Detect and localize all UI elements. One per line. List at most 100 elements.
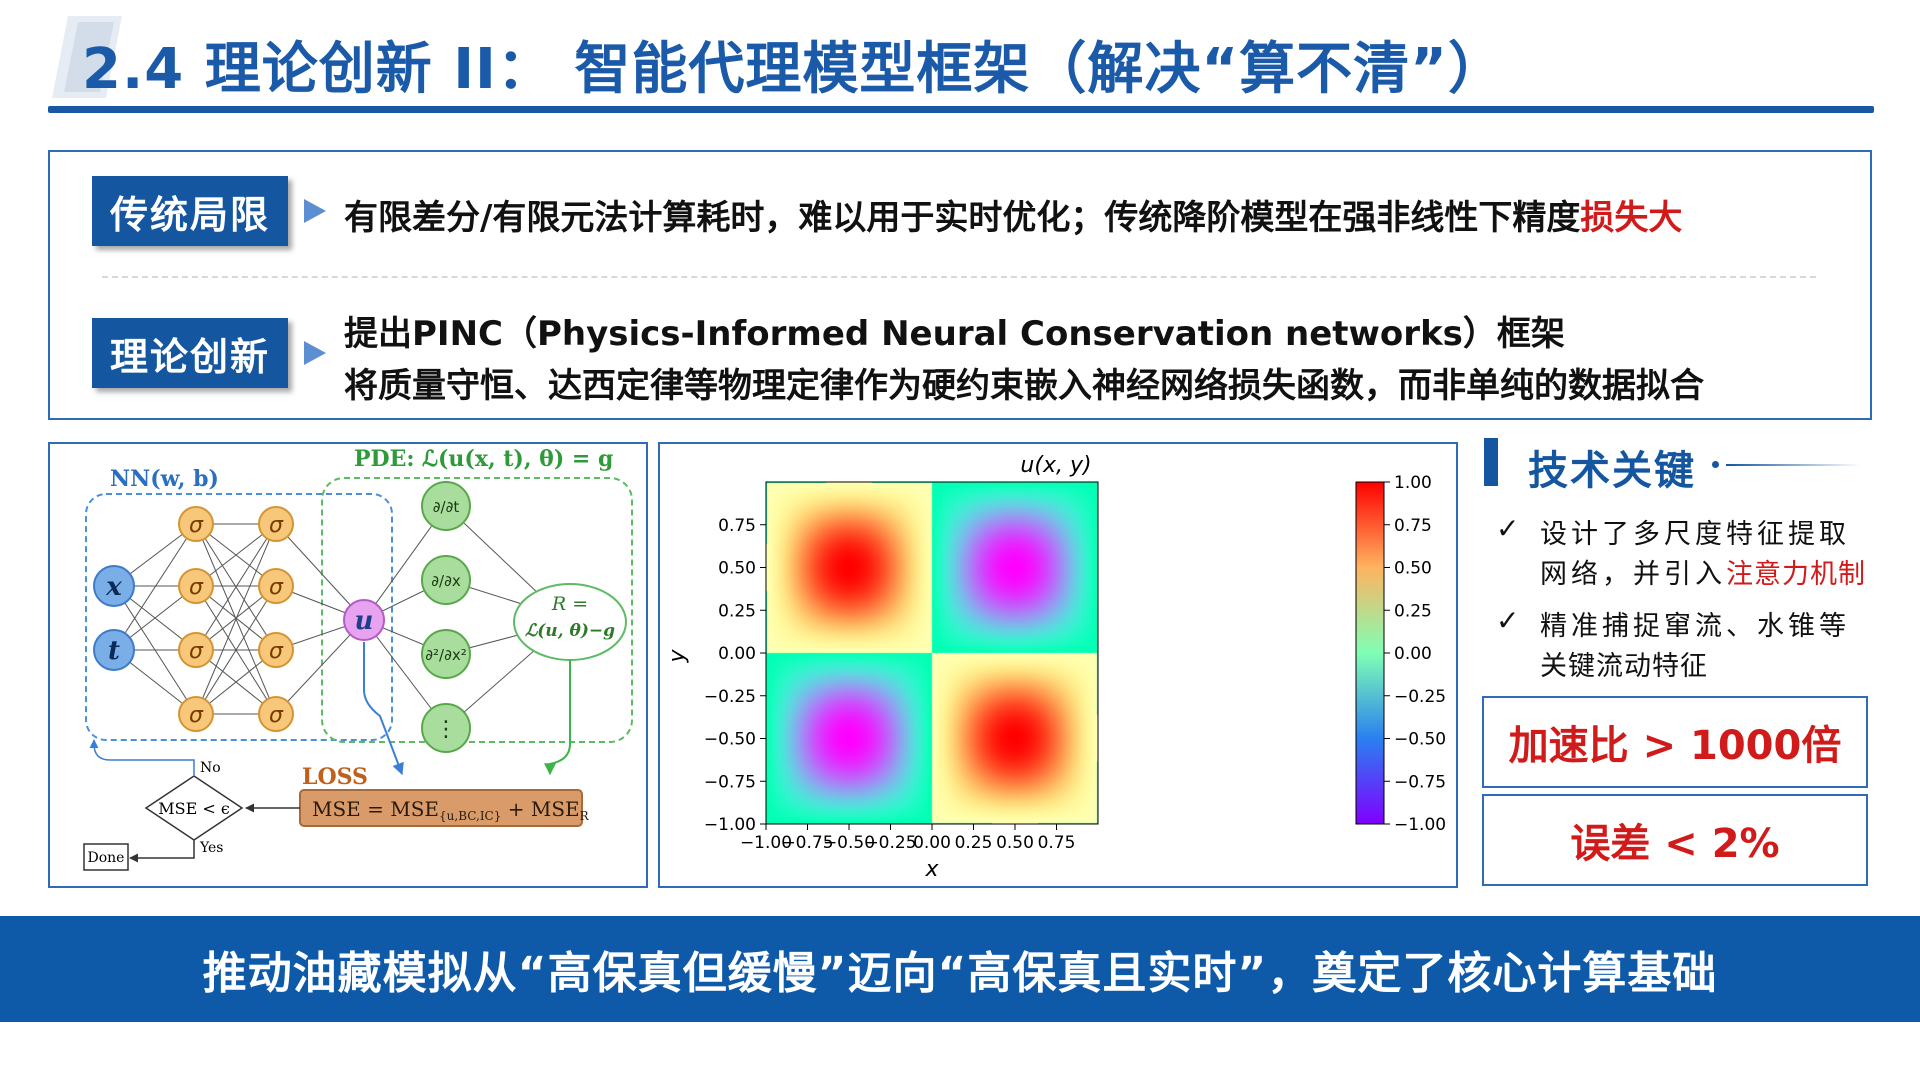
title-decoration — [52, 16, 122, 98]
speedup-metric: 加速比 > 1000倍 — [1482, 696, 1868, 788]
loss-label: LOSS — [302, 764, 368, 790]
x-axis-label: x — [924, 857, 939, 882]
u-to-loss-arrow — [363, 642, 404, 776]
limitations-main-text: 有限差分/有限元法计算耗时，难以用于实时优化；传统降阶模型在强非线性下精度 — [344, 198, 1581, 238]
activation-label: σ — [269, 703, 284, 728]
tech-key-1-emphasis: 注意力机制 — [1726, 559, 1866, 590]
input-node-t — [93, 629, 135, 671]
pde-label: PDE: ℒ(u(x, t), θ) = g — [354, 446, 613, 472]
x-tick-label: 0.00 — [913, 833, 951, 853]
info-box: 传统局限 有限差分/有限元法计算耗时，难以用于实时优化；传统降阶模型在强非线性下… — [48, 150, 1872, 420]
check-icon: ✓ — [1496, 604, 1520, 637]
x-tick-label: −1.00 — [740, 833, 792, 853]
colorbar-tick-label: −0.75 — [1394, 772, 1446, 792]
derivative-nodes — [421, 481, 471, 753]
x-axis: −1.00−0.75−0.50−0.250.00 0.25 0.50 0.75 — [740, 824, 1075, 853]
activation-label: σ — [269, 639, 284, 664]
loss-formula-sub-1: {u,BC,IC} — [439, 809, 501, 823]
innovation-line-2: 将质量守恒、达西定律等物理定律作为硬约束嵌入神经网络损失函数，而非单纯的数据拟合 — [344, 366, 1704, 406]
colorbar-tick-label: −1.00 — [1394, 815, 1446, 835]
tech-keys-accent-bar — [1484, 438, 1498, 486]
pinn-diagram-panel: NN(w, b) PDE: ℒ(u(x, t), θ) = g x t σ σ — [48, 442, 648, 888]
page-title: 2.4 理论创新 II： 智能代理模型框架（解决“算不清”） — [82, 37, 1505, 102]
dashed-divider — [102, 276, 1816, 278]
heatmap-chart: u(x, y) −1.00−0.75−0.50−0.250.00 0.25 0.50… — [665, 453, 1446, 882]
limitations-text: 有限差分/有限元法计算耗时，难以用于实时优化；传统降阶模型在强非线性下精度损失大 — [344, 190, 1682, 239]
x-tick-label: 0.75 — [1038, 833, 1076, 853]
derivative-x-label: ∂/∂x — [431, 572, 461, 590]
derivative-xx-label: ∂²/∂x² — [425, 646, 466, 664]
loss-formula-base: MSE = MSE — [312, 797, 439, 821]
colorbar — [1355, 481, 1385, 825]
x-tick-label: −0.75 — [781, 833, 833, 853]
loss-formula: MSE = MSE{u,BC,IC} + MSER — [312, 797, 590, 823]
colorbar-tick-label: 0.00 — [1394, 644, 1432, 664]
no-label: No — [200, 760, 221, 776]
activation-label: σ — [189, 639, 204, 664]
output-node-u — [343, 599, 385, 641]
colorbar-tick-label: 1.00 — [1394, 473, 1432, 493]
activation-label: σ — [269, 575, 284, 600]
x-tick-label: −0.25 — [864, 833, 916, 853]
chart-title: u(x, y) — [1020, 453, 1091, 478]
residual-to-loss-arrow — [544, 660, 571, 776]
activation-label: σ — [269, 513, 284, 538]
limitations-tag: 传统局限 — [92, 176, 288, 246]
loss-formula-sub-2: R — [580, 809, 590, 823]
input-t-label: t — [108, 636, 120, 666]
input-x-label: x — [105, 572, 122, 602]
residual-line-2: ℒ(u, θ)−g — [525, 621, 615, 641]
yes-arrow — [129, 840, 195, 863]
limitations-arrow-icon — [304, 199, 326, 223]
activation-label: σ — [189, 575, 204, 600]
derivative-more-label: ⋮ — [435, 717, 457, 742]
heatmap-panel: u(x, y) −1.00 −0.75 −0.50 −0.25 0.00 0.25 0.50… — [658, 442, 1458, 888]
tech-key-1-line-1: 设计了多尺度特征提取 — [1540, 519, 1850, 550]
colorbar-tick-label: −0.50 — [1394, 730, 1446, 750]
innovation-arrow-icon — [304, 341, 326, 365]
derivative-t-label: ∂/∂t — [433, 498, 460, 516]
y-tick-label: 0.50 — [718, 559, 756, 579]
x-tick-label: 0.25 — [955, 833, 993, 853]
y-axis: 0.75 0.50 0.25 0.00 −0.25 −0.50 −0.75 −1.00 — [704, 516, 766, 835]
innovation-line-1: 提出PINC（Physics-Informed Neural Conservat… — [344, 314, 1565, 354]
y-axis-label: y — [665, 649, 690, 664]
pde-group-box — [321, 477, 633, 743]
tech-key-1-line-2: 网络，并引入注意力机制 — [1540, 552, 1866, 591]
tech-keys-title: 技术关键 — [1528, 448, 1696, 494]
check-icon: ✓ — [1496, 512, 1520, 545]
error-metric: 误差 < 2% — [1482, 794, 1868, 886]
footer-banner: 推动油藏模拟从“高保真但缓慢”迈向“高保真且实时”，奠定了核心计算基础 — [0, 916, 1920, 1022]
limitations-emphasis: 损失大 — [1580, 198, 1683, 238]
innovation-tag: 理论创新 — [92, 318, 288, 388]
decision-diamond — [144, 775, 244, 841]
no-loop-arrow — [89, 739, 195, 776]
tech-keys-rule — [1726, 464, 1860, 466]
loss-formula-plus: + MSE — [501, 797, 579, 821]
tech-keys-dot-icon — [1712, 461, 1719, 468]
activation-label: σ — [189, 513, 204, 538]
y-tick-label: 0.00 — [718, 644, 756, 664]
heatmap-plot-area — [766, 482, 1098, 824]
hidden-nodes — [178, 506, 294, 732]
yes-label: Yes — [199, 840, 224, 856]
nn-group-box — [85, 493, 393, 741]
nn-connections — [113, 505, 561, 729]
output-u-label: u — [355, 606, 374, 636]
x-tick-label: 0.50 — [996, 833, 1034, 853]
title-underline — [48, 106, 1874, 113]
residual-line-1: R = — [551, 593, 588, 615]
tech-key-2-line-1: 精准捕捉窜流、水锥等 — [1540, 611, 1850, 642]
y-tick-label: −1.00 — [704, 815, 756, 835]
tech-key-1-plain: 网络，并引入 — [1540, 559, 1726, 590]
decision-label: MSE < ϵ — [158, 799, 230, 818]
colorbar-tick-label: 0.25 — [1394, 601, 1432, 621]
y-tick-label: −0.75 — [704, 772, 756, 792]
colorbar-tick-label: 0.75 — [1394, 516, 1432, 536]
x-tick-label: −0.50 — [823, 833, 875, 853]
y-tick-label: 0.75 — [718, 516, 756, 536]
y-tick-label: 0.25 — [718, 601, 756, 621]
pinn-diagram: NN(w, b) PDE: ℒ(u(x, t), θ) = g x t σ σ — [83, 446, 633, 871]
colorbar-axis: 1.00 0.75 0.50 0.25 0.00 −0.25 −0.50 −0.75 −1.00 — [1384, 473, 1446, 835]
input-node-x — [93, 565, 135, 607]
